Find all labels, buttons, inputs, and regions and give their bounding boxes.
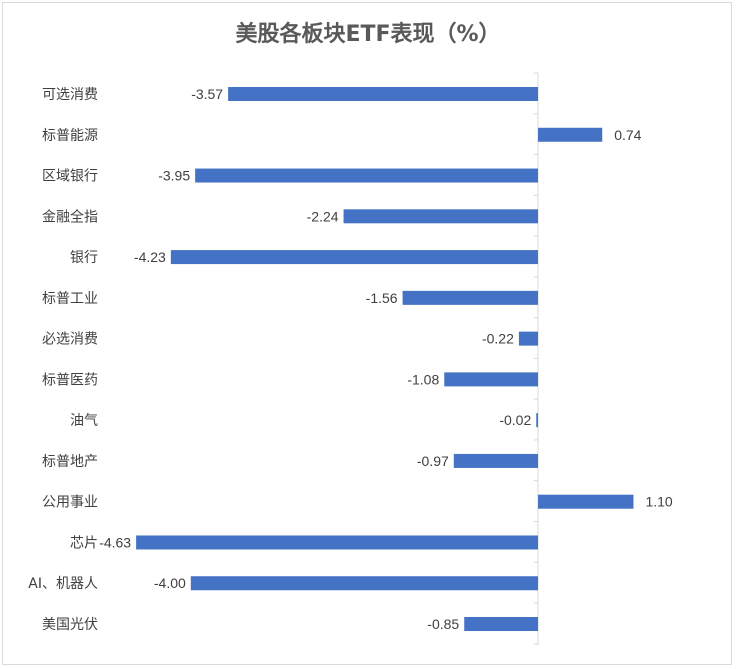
category-label: 公用事业 [42, 495, 98, 511]
data-label: -1.08 [407, 371, 439, 387]
data-label: -3.57 [191, 86, 223, 102]
bar [170, 250, 538, 265]
data-label: -4.23 [134, 249, 166, 265]
data-label: -2.24 [307, 208, 339, 224]
category-label: 美国光伏 [42, 617, 98, 633]
data-label: -1.56 [366, 290, 398, 306]
bar [444, 372, 538, 387]
bar [464, 617, 538, 632]
data-label: -0.97 [417, 453, 449, 469]
category-label: 区域银行 [42, 169, 98, 185]
data-label: -3.95 [158, 168, 190, 184]
category-label: 金融全指 [42, 208, 98, 225]
category-label: 油气 [70, 413, 98, 429]
bar [228, 87, 538, 101]
data-label: -4.00 [154, 575, 186, 591]
category-label: 必选消费 [42, 332, 98, 348]
category-label: 标普能源 [42, 128, 98, 144]
category-label: 可选消费 [42, 87, 98, 103]
category-label: 银行 [70, 250, 98, 266]
bar [453, 453, 538, 468]
data-label: -0.02 [499, 412, 531, 428]
data-label: 0.74 [614, 127, 641, 143]
category-label: 芯片 [70, 535, 98, 551]
bar [343, 209, 538, 224]
category-label: 标普地产 [42, 454, 98, 470]
chart-title: 美股各板块ETF表现（%） [235, 22, 501, 47]
bar [538, 494, 634, 509]
bar [518, 331, 538, 346]
category-label: 标普医药 [42, 372, 98, 388]
bar [136, 535, 538, 550]
bar [536, 413, 538, 428]
bar [195, 168, 538, 183]
bar [190, 576, 539, 591]
category-label: 标普工业 [42, 291, 98, 307]
bar [402, 290, 538, 305]
category-label: AI、机器人 [28, 576, 98, 592]
data-label: -0.22 [482, 331, 514, 347]
data-label: -4.63 [99, 534, 131, 550]
data-label: -0.85 [427, 616, 459, 632]
data-label: 1.10 [645, 494, 672, 510]
bar [538, 127, 603, 142]
